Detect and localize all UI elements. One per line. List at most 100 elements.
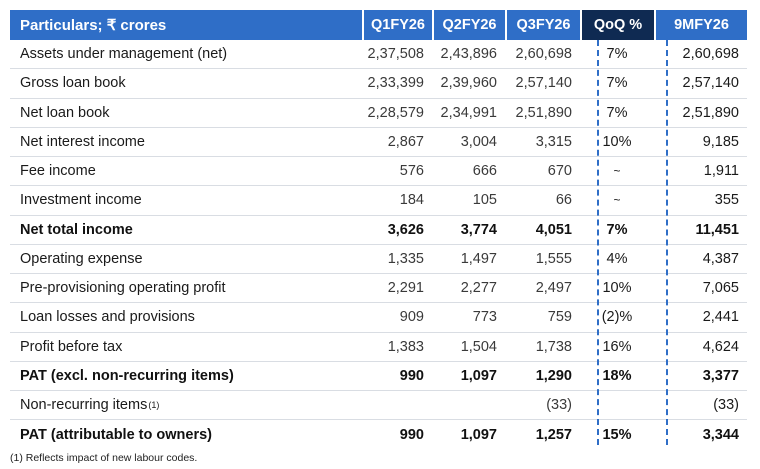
header-q1fy26: Q1FY26 [362,10,432,40]
table-row: PAT (attributable to owners) 990 1,097 1… [10,420,747,449]
cell-qoq [580,391,654,419]
cell-q2: 105 [472,192,497,209]
cell-q3: 1,738 [535,338,572,355]
cell-qoq: 15% [602,426,632,443]
row-label: Investment income [20,192,142,209]
cell-q2: 2,34,991 [440,104,497,121]
row-label: Profit before tax [20,338,123,355]
table-row: Profit before tax 1,383 1,504 1,738 16% … [10,333,747,362]
cell-q2: 3,004 [460,133,497,150]
cell-q1 [362,391,432,419]
cell-q1: 2,867 [387,133,424,150]
cell-qoq: 10% [602,133,632,150]
table-row: Fee income 576 666 670 ~ 1,911 [10,157,747,187]
header-particulars: Particulars; ₹ crores [20,17,167,34]
header-q2fy26: Q2FY26 [432,10,505,40]
cell-q3: 2,51,890 [515,104,572,121]
row-label: Fee income [20,163,96,180]
table-row: Net loan book 2,28,579 2,34,991 2,51,890… [10,99,747,128]
cell-q3: 759 [547,309,572,326]
table-row: Pre-provisioning operating profit 2,291 … [10,274,747,304]
qoq-right-dashed-divider [666,40,668,445]
cell-q3: 2,60,698 [515,46,572,63]
cell-q3: 1,290 [535,367,572,384]
cell-q3: (33) [546,397,572,414]
cell-q1: 2,291 [387,280,424,297]
cell-q1: 1,383 [387,338,424,355]
table-row: Gross loan book 2,33,399 2,39,960 2,57,1… [10,69,747,99]
row-label: Loan losses and provisions [20,309,195,326]
row-label: Non-recurring items (1) [10,391,362,419]
table-row: PAT (excl. non-recurring items) 990 1,09… [10,362,747,391]
table-row: Net total income 3,626 3,774 4,051 7% 11… [10,216,747,245]
cell-q2: 2,39,960 [440,75,497,92]
cell-9m: 2,60,698 [682,46,739,63]
financial-table: Particulars; ₹ crores Q1FY26 Q2FY26 Q3FY… [10,10,747,450]
header-9mfy26: 9MFY26 [654,10,747,40]
row-label: Gross loan book [20,75,126,92]
row-label: Net total income [20,221,133,238]
table-row: Loan losses and provisions 909 773 759 (… [10,303,747,333]
cell-qoq: 18% [602,367,632,384]
cell-q2: 3,774 [460,221,497,238]
cell-q1: 2,33,399 [367,75,424,92]
table-row: Operating expense 1,335 1,497 1,555 4% 4… [10,245,747,274]
cell-q1: 1,335 [387,250,424,267]
cell-q3: 1,257 [535,426,572,443]
cell-9m: 9,185 [702,133,739,150]
cell-q2: 1,504 [460,338,497,355]
table-row: Net interest income 2,867 3,004 3,315 10… [10,128,747,157]
cell-qoq: (2)% [601,309,633,326]
cell-q3: 66 [555,192,572,209]
cell-9m: 4,387 [702,250,739,267]
cell-9m: 4,624 [702,338,739,355]
cell-qoq: 10% [602,280,632,297]
cell-9m: 11,451 [695,221,739,238]
row-label: PAT (attributable to owners) [20,426,212,443]
cell-9m: 3,344 [702,426,739,443]
cell-q2: 2,277 [460,280,497,297]
row-label: Net loan book [20,104,110,121]
cell-q1: 2,28,579 [367,104,424,121]
cell-q1: 184 [399,192,424,209]
cell-qoq: 7% [606,221,628,238]
row-label: Net interest income [20,133,145,150]
cell-9m: (33) [713,397,739,414]
row-label: Assets under management (net) [20,46,228,63]
cell-9m: 2,51,890 [682,104,739,121]
cell-q2: 1,097 [460,367,497,384]
cell-q1: 990 [399,426,424,443]
qoq-left-dashed-divider [597,40,599,445]
cell-q1: 3,626 [387,221,424,238]
row-label-text: Non-recurring items [20,397,148,414]
cell-q3: 670 [547,163,572,180]
header-q3fy26: Q3FY26 [505,10,580,40]
cell-q2: 666 [472,163,497,180]
cell-qoq: 7% [606,75,628,92]
cell-9m: 2,441 [702,309,739,326]
cell-q1: 990 [399,367,424,384]
table-header-row: Particulars; ₹ crores Q1FY26 Q2FY26 Q3FY… [10,10,747,40]
cell-q2: 2,43,896 [440,46,497,63]
cell-9m: 355 [714,192,739,209]
cell-q2: 1,497 [460,250,497,267]
row-label: PAT (excl. non-recurring items) [20,367,234,384]
row-label: Operating expense [20,250,143,267]
cell-qoq: 16% [602,338,632,355]
cell-q1: 2,37,508 [367,46,424,63]
cell-qoq: ~ [613,193,621,208]
table-row: Non-recurring items (1) (33) (33) [10,391,747,421]
cell-q1: 909 [399,309,424,326]
cell-q3: 2,497 [535,280,572,297]
cell-9m: 3,377 [702,367,739,384]
header-qoq: QoQ % [580,10,654,40]
cell-qoq: ~ [613,164,621,179]
cell-q3: 2,57,140 [515,75,572,92]
footnote: (1) Reflects impact of new labour codes. [10,452,198,464]
table-row: Assets under management (net) 2,37,508 2… [10,40,747,70]
cell-9m: 7,065 [702,280,739,297]
footnote-marker: (1) [148,400,160,411]
cell-q3: 3,315 [535,133,572,150]
cell-qoq: 7% [606,46,628,63]
cell-9m: 2,57,140 [682,75,739,92]
